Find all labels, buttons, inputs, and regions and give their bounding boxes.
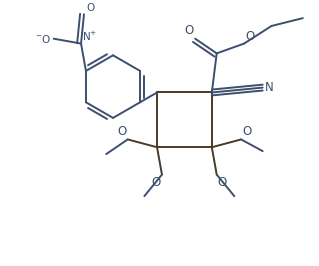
Text: O: O [242,126,251,138]
Text: O: O [117,126,127,138]
Text: O: O [245,30,254,43]
Text: $^{-}$O: $^{-}$O [35,33,51,45]
Text: N: N [265,81,273,94]
Text: O: O [152,176,161,189]
Text: O: O [184,24,193,37]
Text: O: O [86,3,94,13]
Text: N$^{+}$: N$^{+}$ [82,30,97,43]
Text: O: O [218,176,227,189]
